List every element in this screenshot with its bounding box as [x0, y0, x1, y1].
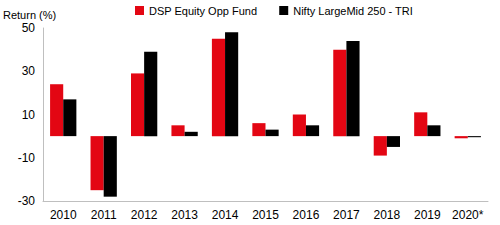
- svg-text:2011: 2011: [91, 208, 117, 222]
- svg-text:2016: 2016: [293, 208, 320, 222]
- svg-text:-30: -30: [18, 194, 36, 208]
- svg-text:50: 50: [22, 21, 36, 35]
- svg-text:-10: -10: [18, 151, 36, 165]
- svg-text:2018: 2018: [374, 208, 401, 222]
- svg-text:2015: 2015: [252, 208, 279, 222]
- svg-text:2019: 2019: [414, 208, 441, 222]
- svg-text:Nifty LargeMid 250 - TRI: Nifty LargeMid 250 - TRI: [293, 5, 413, 17]
- svg-text:2020*: 2020*: [452, 208, 484, 222]
- svg-text:30: 30: [22, 64, 36, 78]
- svg-text:2014: 2014: [212, 208, 239, 222]
- svg-text:10: 10: [22, 108, 36, 122]
- svg-text:Return (%): Return (%): [3, 9, 56, 21]
- svg-text:2012: 2012: [131, 208, 158, 222]
- svg-text:2017: 2017: [333, 208, 360, 222]
- svg-text:2010: 2010: [50, 208, 77, 222]
- svg-text:DSP Equity Opp Fund: DSP Equity Opp Fund: [149, 5, 257, 17]
- svg-text:2013: 2013: [171, 208, 198, 222]
